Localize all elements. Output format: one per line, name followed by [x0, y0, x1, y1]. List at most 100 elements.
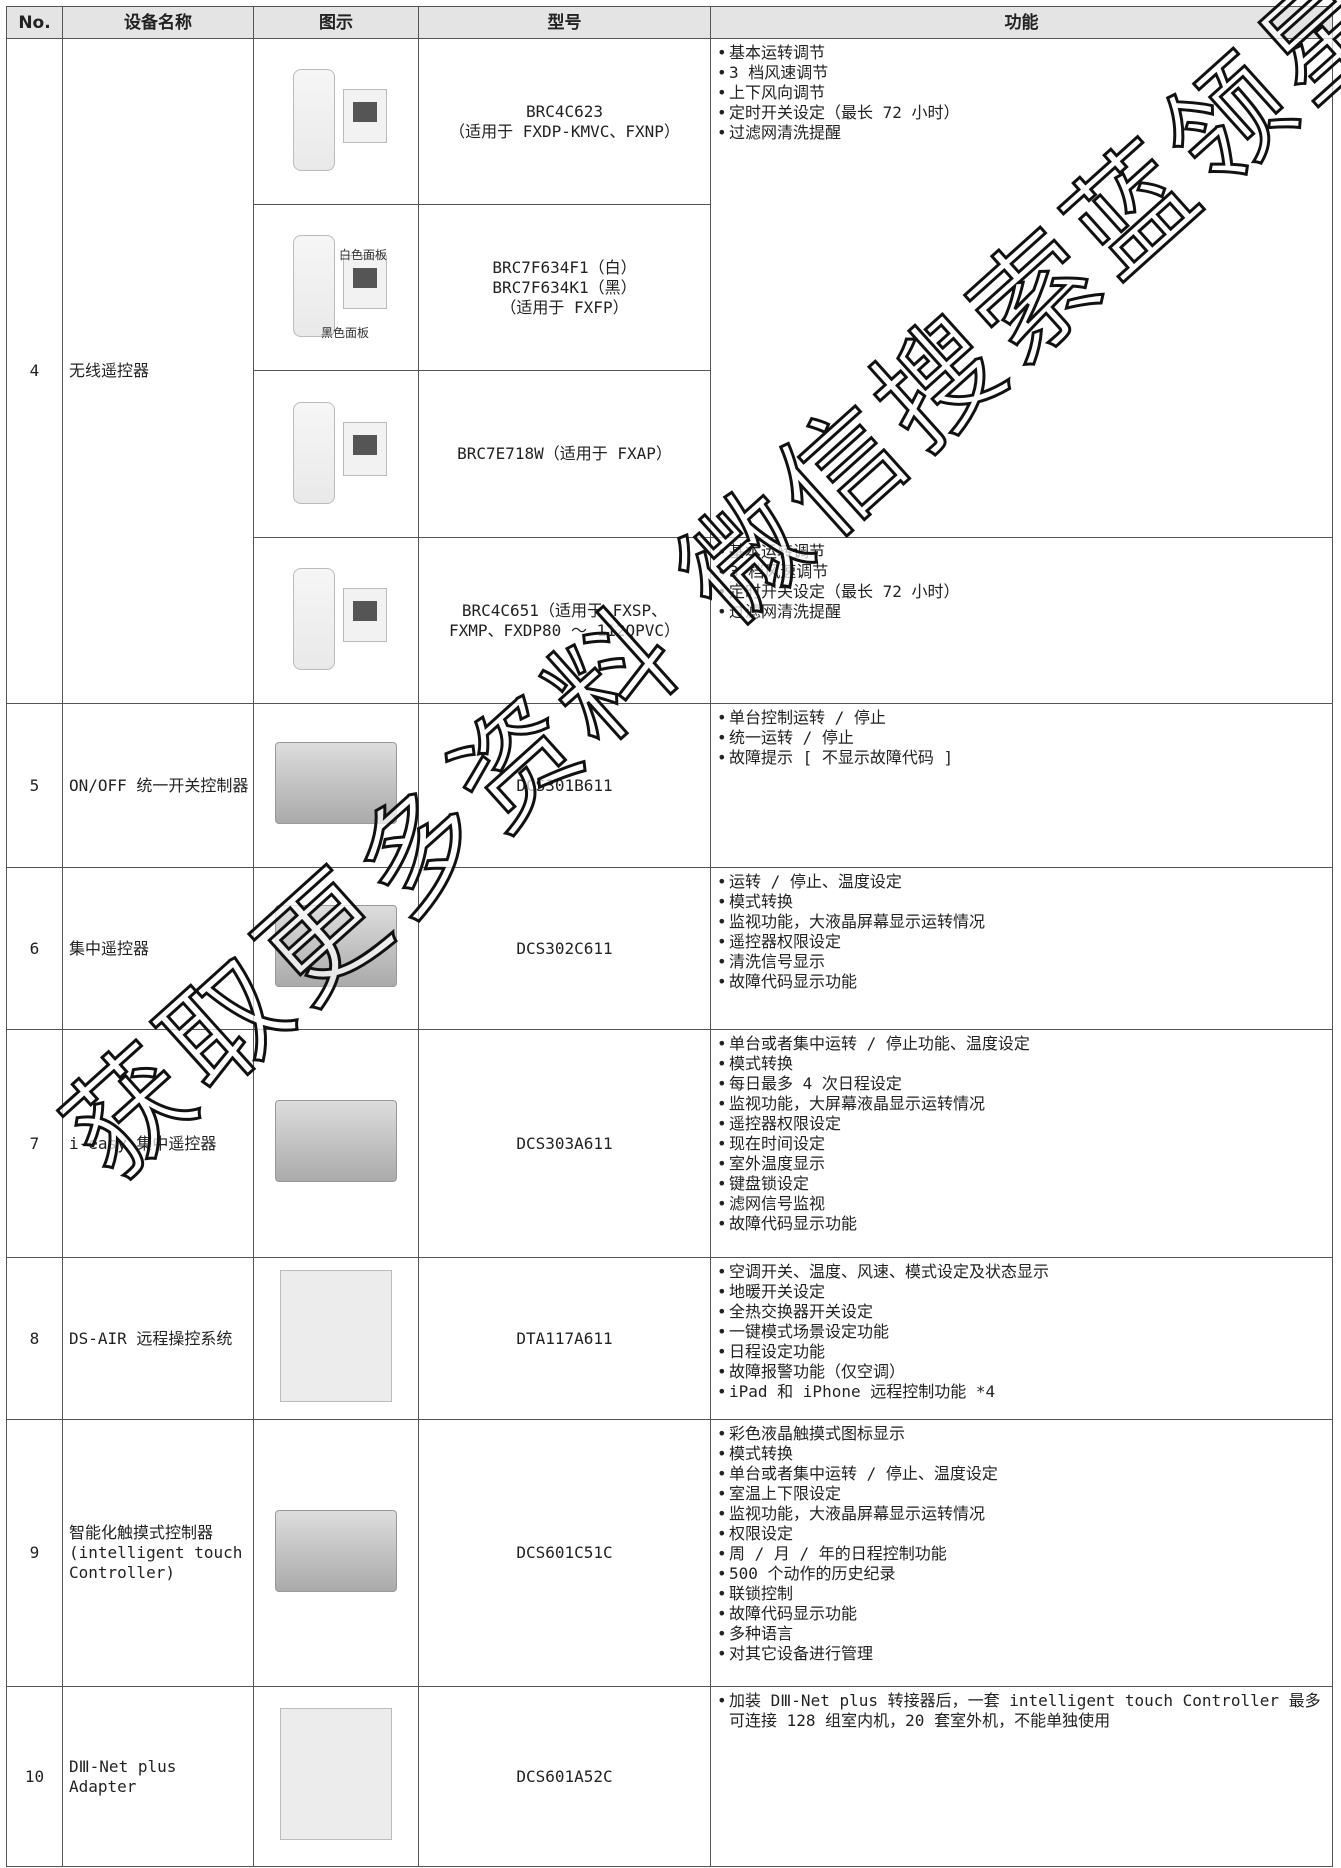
function-item: 室温上下限设定 — [717, 1484, 1326, 1504]
row-number: 6 — [6, 867, 63, 1030]
table-row: BRC4C651（适用于 FXSP、 FXMP、FXDP80 ～ 112QPVC）… — [7, 537, 1333, 704]
wall-unit — [343, 588, 387, 642]
header-cell: 功能 — [710, 6, 1333, 39]
row-number: 10 — [6, 1686, 63, 1867]
image-cell — [253, 1686, 419, 1867]
function-item: 权限设定 — [717, 1524, 1326, 1544]
device-image — [280, 1708, 392, 1840]
table-row: 5ON/OFF 统一开关控制器 DCS301B611单台控制运转 / 停止统一运转… — [6, 703, 1333, 868]
model-line: （适用于 FXDP-KMVC、FXNP） — [449, 121, 680, 141]
function-item: 故障代码显示功能 — [717, 1214, 1326, 1234]
function-item: 定时开关设定（最长 72 小时） — [717, 582, 1326, 602]
function-item: 遥控器权限设定 — [717, 932, 1326, 952]
wall-unit — [343, 89, 387, 143]
model-line: BRC4C623 — [525, 101, 604, 121]
header-cell: 图示 — [253, 6, 419, 39]
function-cell: 彩色液晶触摸式图标显示模式转换单台或者集中运转 / 停止、温度设定室温上下限设定… — [710, 1419, 1333, 1687]
table-row: 白色面板 黑色面板 BRC7F634F1（白） BRC7F634K1（黑） （适用于 F… — [7, 204, 1333, 371]
function-cell: 单台或者集中运转 / 停止功能、温度设定模式转换每日最多 4 次日程设定监视功能… — [710, 1029, 1333, 1258]
model-cell: BRC4C623 （适用于 FXDP-KMVC、FXNP） — [418, 38, 711, 205]
image-cell: 白色面板 黑色面板 — [253, 204, 419, 371]
function-item: 全热交换器开关设定 — [717, 1302, 1326, 1322]
function-cell: 空调开关、温度、风速、模式设定及状态显示地暖开关设定全热交换器开关设定一键模式场… — [710, 1257, 1333, 1420]
function-item: 上下风向调节 — [717, 83, 1326, 103]
function-list: 基本运转调节3 档风速调节上下风向调节定时开关设定（最长 72 小时）过滤网清洗… — [717, 43, 1326, 143]
model-cell: BRC4C651（适用于 FXSP、 FXMP、FXDP80 ～ 112QPVC） — [418, 537, 711, 704]
device-image — [281, 64, 391, 174]
remote — [293, 235, 335, 337]
model-cell: DCS301B611 — [418, 703, 711, 868]
function-item: 监视功能，大液晶屏幕显示运转情况 — [717, 912, 1326, 932]
function-cell: 加装 DⅢ-Net plus 转接器后，一套 intelligent touch… — [710, 1686, 1333, 1867]
device-name: ON/OFF 统一开关控制器 — [62, 703, 254, 868]
header-row: No. 设备名称 图示 型号 功能 — [6, 6, 1333, 39]
image-cell — [253, 370, 419, 538]
model-cell: BRC7E718W（适用于 FXAP） — [418, 370, 711, 538]
remote — [293, 568, 335, 670]
device-image — [281, 397, 391, 507]
device-name: DⅢ-Net plus Adapter — [62, 1686, 254, 1867]
function-cell: 运转 / 停止、温度设定模式转换监视功能，大液晶屏幕显示运转情况遥控器权限设定清… — [710, 867, 1333, 1030]
device-image: 白色面板 黑色面板 — [281, 230, 391, 340]
table-row: 7i-easy 集中遥控器DCS303A611单台或者集中运转 / 停止功能、温… — [6, 1029, 1333, 1258]
model-cell: DTA117A611 — [418, 1257, 711, 1420]
function-item: 过滤网清洗提醒 — [717, 602, 1326, 622]
image-cell — [253, 1029, 419, 1258]
function-item: 单台控制运转 / 停止 — [717, 708, 1326, 728]
function-item: 加装 DⅢ-Net plus 转接器后，一套 intelligent touch… — [717, 1691, 1326, 1731]
function-cell: 单台控制运转 / 停止统一运转 / 停止故障提示 [ 不显示故障代码 ] — [710, 703, 1333, 868]
function-item: 单台或者集中运转 / 停止功能、温度设定 — [717, 1034, 1326, 1054]
model-line: FXMP、FXDP80 ～ 112QPVC） — [448, 620, 681, 640]
row-number: 7 — [6, 1029, 63, 1258]
function-item: iPad 和 iPhone 远程控制功能 *4 — [717, 1382, 1326, 1402]
table-row: 8DS-AIR 远程操控系统DTA117A611空调开关、温度、风速、模式设定及… — [6, 1257, 1333, 1420]
row-number: 4 — [6, 38, 63, 704]
function-item: 故障报警功能（仅空调） — [717, 1362, 1326, 1382]
table-row: 6集中遥控器DCS302C611运转 / 停止、温度设定模式转换监视功能，大液晶… — [6, 867, 1333, 1030]
header-cell: 型号 — [418, 6, 711, 39]
function-cell: 基本运转调节3 档风速调节定时开关设定（最长 72 小时）过滤网清洗提醒 — [710, 537, 1333, 704]
device-name: 集中遥控器 — [62, 867, 254, 1030]
function-item: 多种语言 — [717, 1624, 1326, 1644]
function-item: 一键模式场景设定功能 — [717, 1322, 1326, 1342]
function-item: 基本运转调节 — [717, 43, 1326, 63]
function-item: 清洗信号显示 — [717, 952, 1326, 972]
function-list: 空调开关、温度、风速、模式设定及状态显示地暖开关设定全热交换器开关设定一键模式场… — [717, 1262, 1326, 1402]
model-cell: DCS303A611 — [418, 1029, 711, 1258]
function-list: 加装 DⅢ-Net plus 转接器后，一套 intelligent touch… — [717, 1691, 1326, 1731]
image-cell — [253, 867, 419, 1030]
function-item: 遥控器权限设定 — [717, 1114, 1326, 1134]
function-item: 故障代码显示功能 — [717, 1604, 1326, 1624]
header-cell: No. — [6, 6, 63, 39]
model-cell: BRC7F634F1（白） BRC7F634K1（黑） （适用于 FXFP） — [418, 204, 711, 371]
device-name: i-easy 集中遥控器 — [62, 1029, 254, 1258]
device-name: DS-AIR 远程操控系统 — [62, 1257, 254, 1420]
device-name: 无线遥控器 — [62, 38, 254, 704]
function-item: 单台或者集中运转 / 停止、温度设定 — [717, 1464, 1326, 1484]
header-cell: 设备名称 — [62, 6, 254, 39]
table-row: BRC7E718W（适用于 FXAP） — [7, 370, 1333, 538]
function-item: 运转 / 停止、温度设定 — [717, 872, 1326, 892]
model-cell: DCS601A52C — [418, 1686, 711, 1867]
function-item: 周 / 月 / 年的日程控制功能 — [717, 1544, 1326, 1564]
image-cell — [253, 1419, 419, 1687]
function-cell: 基本运转调节3 档风速调节上下风向调节定时开关设定（最长 72 小时）过滤网清洗… — [710, 38, 1333, 538]
function-list: 单台控制运转 / 停止统一运转 / 停止故障提示 [ 不显示故障代码 ] — [717, 708, 1326, 768]
table-row: 9 智能化触摸式控制器 (intelligent touch Controller… — [6, 1419, 1333, 1687]
device-image — [275, 905, 397, 987]
row-number: 9 — [6, 1419, 63, 1687]
image-cell — [253, 703, 419, 868]
function-item: 对其它设备进行管理 — [717, 1644, 1326, 1664]
row-number: 5 — [6, 703, 63, 868]
device-table: No. 设备名称 图示 型号 功能 4 无线遥控器 BRC4C623 （适用于 FXDP-KM… — [6, 6, 1333, 1867]
function-item: 联锁控制 — [717, 1584, 1326, 1604]
device-image — [275, 1509, 397, 1592]
function-item: 基本运转调节 — [717, 542, 1326, 562]
function-item: 滤网信号监视 — [717, 1194, 1326, 1214]
model-cell: DCS601C51C — [418, 1419, 711, 1687]
function-item: 室外温度显示 — [717, 1154, 1326, 1174]
model-line: BRC7F634F1（白） — [492, 257, 637, 277]
